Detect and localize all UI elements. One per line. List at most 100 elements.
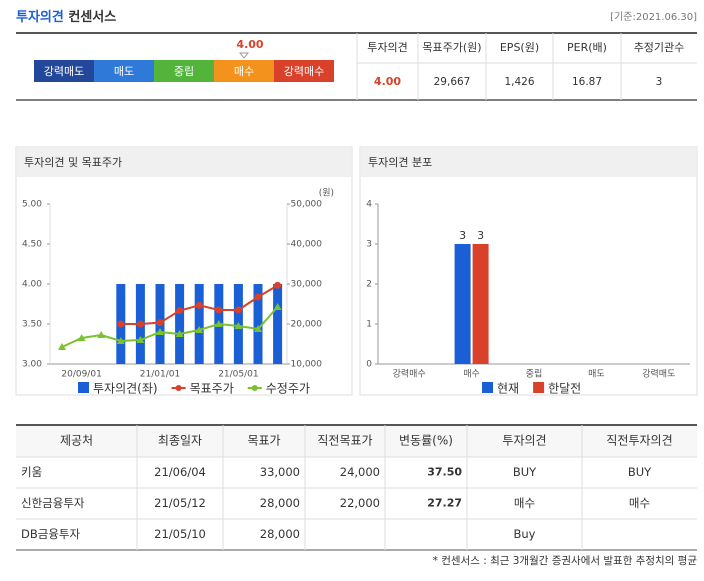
scale-label: 강력매수	[284, 65, 324, 78]
table-cell: 27.27	[427, 497, 462, 510]
panel-header	[361, 148, 696, 177]
chart-title: 투자의견 및 목표주가	[24, 156, 122, 169]
point	[156, 328, 164, 335]
table-header: 목표가	[247, 434, 280, 448]
value-label: 3	[477, 229, 484, 242]
point	[234, 322, 243, 329]
y-tick-label: 4	[366, 200, 372, 210]
title-sub: 컨센서스	[68, 9, 116, 25]
point	[274, 281, 282, 289]
x-tick-label: 강력매수	[393, 368, 426, 380]
table-cell: 33,000	[260, 465, 300, 479]
chart-title: 투자의견 분포	[368, 156, 432, 169]
table-cell: BUY	[628, 465, 652, 479]
table-header: 제공처	[60, 434, 93, 448]
point	[254, 325, 262, 332]
x-tick-label: 강력매도	[642, 368, 675, 380]
point	[234, 306, 242, 314]
table-cell: 매수	[514, 496, 535, 510]
table-header-bg	[16, 425, 697, 457]
y-tick-label: 3.00	[22, 360, 42, 370]
table-cell: 22,000	[340, 496, 380, 510]
y-tick-label: 0	[366, 360, 372, 370]
table-header: 직전목표가	[317, 434, 372, 448]
y2-tick-label: 40,000	[291, 240, 323, 250]
y2-tick-label: 30,000	[291, 280, 323, 290]
legend-label: 목표주가	[190, 382, 234, 396]
scale-segment	[214, 60, 274, 82]
table-cell: BUY	[513, 465, 537, 479]
scale-segment	[94, 60, 154, 82]
table-cell: 28,000	[260, 496, 300, 510]
legend-label: 한달전	[548, 382, 581, 396]
y-tick-label: 4.50	[22, 240, 42, 250]
y2-tick-label: 50,000	[291, 200, 323, 210]
summary-header: 투자의견	[367, 41, 407, 54]
summary-value: 1,426	[504, 76, 534, 88]
bar	[454, 244, 471, 364]
summary-header: 목표주가(원)	[422, 41, 481, 54]
table-header: 변동률(%)	[399, 434, 453, 448]
point	[136, 336, 145, 343]
table-header: 최종일자	[158, 434, 202, 448]
x-tick-label: 매수	[463, 369, 480, 380]
scale-segment	[274, 60, 334, 82]
scale-marker	[238, 52, 250, 59]
scale-segment	[34, 60, 94, 82]
point	[195, 326, 204, 333]
bar	[175, 284, 185, 364]
y-tick-label: 3	[366, 240, 372, 250]
y-tick-label: 5.00	[22, 200, 42, 210]
table-cell: 37.50	[427, 466, 462, 479]
legend-dot	[175, 385, 182, 391]
summary-header: PER(배)	[567, 41, 607, 54]
point	[58, 343, 66, 350]
point	[136, 320, 144, 328]
table-header: 투자의견	[502, 434, 546, 448]
bar	[253, 284, 263, 364]
legend-dot	[251, 385, 258, 391]
scale-segment	[154, 60, 214, 82]
table-cell: 28,000	[260, 527, 300, 541]
point	[97, 331, 106, 338]
scale-label: 중립	[174, 65, 194, 78]
scale-value: 4.00	[236, 38, 263, 51]
legend-label: 수정주가	[266, 382, 310, 396]
point	[273, 303, 282, 310]
point	[156, 319, 164, 327]
summary-header: EPS(원)	[500, 41, 539, 54]
summary-value: 16.87	[572, 76, 602, 88]
x-tick-label: 매도	[588, 369, 605, 380]
point	[214, 320, 223, 327]
table-cell: Buy	[514, 527, 536, 541]
table-cell: 24,000	[340, 465, 380, 479]
point	[176, 307, 184, 315]
x-tick-label: 21/01/01	[140, 370, 180, 380]
bar	[273, 284, 283, 364]
title-main: 투자의견	[16, 9, 64, 25]
point	[254, 293, 262, 301]
table-cell: 21/05/12	[154, 496, 206, 510]
y-tick-label: 4.00	[22, 280, 42, 290]
panel-header	[17, 148, 351, 177]
bar	[472, 244, 489, 364]
table-header: 직전투자의견	[606, 434, 672, 448]
footnote: * 컨센서스 : 최근 3개월간 증권사에서 발표한 추정치의 평균	[433, 555, 698, 567]
header-title: 투자의견 컨센서스	[16, 9, 116, 25]
legend-label: 투자의견(좌)	[93, 382, 158, 396]
point	[117, 320, 125, 328]
bar	[194, 284, 204, 364]
line	[61, 306, 279, 348]
summary-value: 29,667	[434, 76, 471, 88]
y-tick-label: 2	[366, 280, 372, 290]
y2-tick-label: 10,000	[291, 360, 323, 370]
scale-label: 매도	[114, 65, 134, 78]
x-tick-label: 20/09/01	[61, 370, 101, 380]
table-cell: DB금융투자	[21, 527, 80, 541]
point	[175, 330, 184, 337]
summary-value: 4.00	[374, 75, 401, 88]
point	[116, 337, 125, 344]
point	[195, 301, 203, 309]
legend-swatch	[533, 382, 545, 393]
summary-header: 추정기관수	[634, 41, 685, 54]
